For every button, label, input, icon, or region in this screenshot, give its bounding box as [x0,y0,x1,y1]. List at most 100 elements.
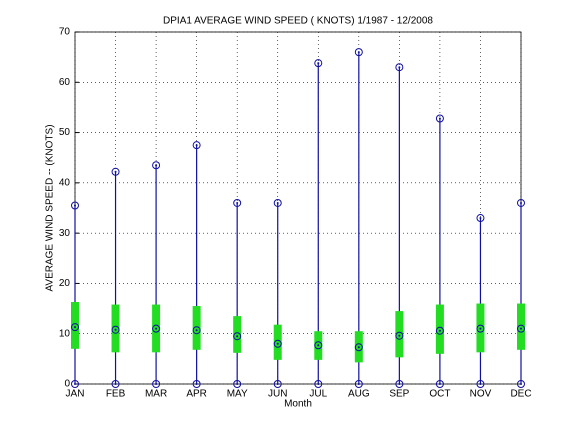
marker-dot [114,170,117,173]
marker [273,380,282,388]
x-tick-label: JUL [309,389,327,400]
x-tick-label: OCT [429,389,450,400]
marker [273,198,282,207]
x-tick-label: AUG [348,389,370,400]
marker-dot [114,328,117,331]
marker-dot [438,329,441,332]
std-band [395,311,404,358]
marker-dot [114,383,117,385]
marker-dot [155,383,158,385]
y-tick-label: 40 [59,177,71,188]
marker-dot [520,383,522,385]
std-band [517,303,525,350]
marker [517,380,525,388]
marker-dot [317,383,320,385]
std-band [71,302,79,349]
x-tick-label: JAN [66,389,85,400]
marker-dot [276,342,279,345]
marker [354,48,363,57]
marker [435,326,444,335]
marker-dot [195,383,198,385]
marker-dot [317,344,320,347]
std-band [273,324,282,360]
marker-dot [236,335,239,338]
marker [152,324,161,333]
marker-dot [398,66,401,69]
marker [354,343,363,352]
y-tick-label: 10 [59,328,71,339]
marker-dot [276,383,279,385]
x-tick-label: SEP [389,389,409,400]
y-tick-label: 30 [59,228,71,239]
marker-dot [74,326,76,329]
marker [192,326,201,335]
marker-dot [357,346,360,349]
x-tick-label: APR [186,389,207,400]
marker-dot [438,117,441,120]
marker-dot [236,201,239,204]
marker [152,161,161,170]
marker-dot [357,51,360,54]
marker [233,332,242,341]
marker [517,324,525,333]
std-band [192,306,201,350]
y-tick-label: 20 [59,278,71,289]
marker-dot [398,334,401,337]
marker [395,63,404,72]
marker [233,198,242,207]
x-tick-label: JUN [268,389,287,400]
marker [476,214,485,223]
marker-dot [479,217,482,220]
marker [152,380,161,388]
marker [395,331,404,340]
std-band [233,316,242,353]
x-tick-label: NOV [470,389,492,400]
marker [314,380,323,388]
marker-dot [398,383,401,385]
marker [517,198,525,207]
marker [233,380,242,388]
marker [476,380,485,388]
marker-dot [520,201,522,204]
marker [111,380,120,388]
y-tick-label: 70 [59,27,71,38]
marker-dot [155,164,158,167]
marker-dot [74,383,76,385]
marker-dot [195,144,198,147]
std-band [111,304,120,353]
marker [395,380,404,388]
marker-dot [357,383,360,385]
x-tick-label: MAY [227,389,248,400]
marker [435,380,444,388]
marker-dot [276,201,279,204]
marker-dot [155,327,158,330]
marker [192,141,201,150]
marker [273,339,282,348]
marker-dot [195,329,198,332]
marker [476,324,485,333]
marker-dot [520,327,522,330]
marker-dot [479,383,482,385]
marker [71,380,79,388]
y-tick-label: 50 [59,127,71,138]
std-band [435,304,444,354]
x-tick-label: DEC [510,389,531,400]
y-tick-label: 0 [64,379,70,390]
marker-dot [317,62,320,65]
marker-dot [236,383,239,385]
marker-dot [479,327,482,330]
chart-title: DPIA1 AVERAGE WIND SPEED ( KNOTS) 1/1987… [163,16,433,27]
y-axis-label: AVERAGE WIND SPEED -- (KNOTS) [45,124,56,291]
marker [111,167,120,176]
marker [71,201,79,210]
x-axis-label: Month [284,399,312,410]
y-tick-label: 60 [59,77,71,88]
x-tick-label: FEB [106,389,126,400]
x-tick-label: MAR [145,389,167,400]
marker [71,323,79,332]
marker [192,380,201,388]
marker [354,380,363,388]
marker-dot [438,383,441,385]
